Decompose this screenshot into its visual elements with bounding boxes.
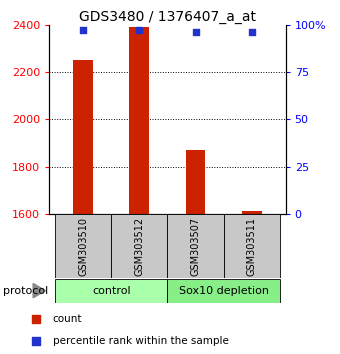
Point <box>80 28 86 33</box>
Point <box>137 28 142 33</box>
Title: GDS3480 / 1376407_a_at: GDS3480 / 1376407_a_at <box>79 10 256 24</box>
Bar <box>73 59 93 214</box>
Text: GSM303510: GSM303510 <box>78 217 88 275</box>
Bar <box>111 214 167 278</box>
Bar <box>55 279 167 303</box>
Text: GSM303512: GSM303512 <box>134 216 144 276</box>
Point <box>249 29 255 35</box>
Bar <box>224 214 280 278</box>
Polygon shape <box>33 284 46 298</box>
Text: control: control <box>92 286 131 296</box>
Point <box>33 338 39 343</box>
Text: count: count <box>53 314 82 324</box>
Text: protocol: protocol <box>3 286 49 296</box>
Bar <box>55 214 111 278</box>
Bar <box>242 211 262 214</box>
Bar <box>167 279 280 303</box>
Point <box>33 316 39 321</box>
Text: GSM303511: GSM303511 <box>247 217 257 275</box>
Text: Sox10 depletion: Sox10 depletion <box>179 286 269 296</box>
Bar <box>167 214 224 278</box>
Point <box>193 29 198 35</box>
Text: percentile rank within the sample: percentile rank within the sample <box>53 336 228 346</box>
Bar <box>186 150 205 214</box>
Text: GSM303507: GSM303507 <box>191 216 201 276</box>
Bar <box>130 27 149 214</box>
